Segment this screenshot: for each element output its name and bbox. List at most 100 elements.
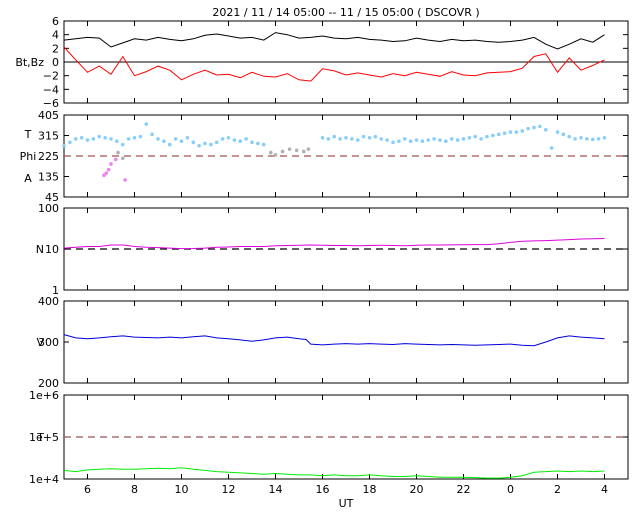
data-point-phi-angle-0 [414, 138, 419, 142]
y-tick-label-magnetic-field: 6 [52, 15, 59, 28]
data-point-phi-angle-0 [367, 135, 372, 140]
y-tick-label-magnetic-field: 0 [52, 56, 59, 69]
data-point-phi-angle-2 [306, 147, 311, 151]
data-point-phi-angle-2 [294, 148, 299, 153]
data-point-phi-angle-0 [555, 130, 560, 134]
data-point-phi-angle-0 [479, 137, 483, 141]
data-point-phi-angle-0 [397, 139, 401, 143]
data-point-phi-angle-0 [332, 134, 337, 139]
data-point-phi-angle-0 [244, 137, 248, 141]
data-point-phi-angle-0 [461, 137, 466, 141]
data-point-phi-angle-2 [116, 150, 120, 155]
data-point-phi-angle-0 [532, 125, 536, 130]
data-point-phi-angle-0 [473, 134, 478, 139]
data-point-phi-angle-0 [538, 124, 542, 129]
x-tick-label: 14 [269, 483, 283, 496]
data-point-phi-angle-0 [573, 137, 577, 141]
data-point-phi-angle-0 [408, 139, 413, 143]
y-axis-label-top: T [24, 128, 32, 141]
series-line-magnetic-field-1 [63, 46, 605, 82]
data-point-phi-angle-0 [320, 135, 325, 140]
data-point-phi-angle-0 [203, 141, 207, 146]
x-tick-label: 4 [601, 483, 608, 496]
data-point-phi-angle-0 [420, 139, 425, 143]
data-point-phi-angle-0 [79, 135, 84, 140]
data-point-phi-angle-0 [561, 132, 566, 137]
data-point-phi-angle-0 [444, 139, 448, 143]
data-point-phi-angle-0 [491, 133, 495, 138]
data-point-phi-angle-0 [579, 135, 583, 140]
y-tick-label-density: 100 [38, 202, 59, 215]
data-point-phi-angle-0 [432, 137, 436, 141]
data-point-phi-angle-1 [102, 173, 106, 178]
series-line-density-0 [63, 238, 605, 250]
data-point-phi-angle-0 [256, 141, 260, 146]
data-point-phi-angle-0 [379, 137, 384, 141]
data-point-phi-angle-0 [132, 135, 137, 140]
data-point-phi-angle-0 [103, 135, 107, 140]
data-point-phi-angle-0 [91, 137, 96, 141]
y-axis-label-speed: V [36, 336, 44, 349]
series-line-magnetic-field-0 [63, 32, 605, 50]
data-point-phi-angle-1 [106, 167, 111, 172]
panel-frame-speed [63, 300, 629, 384]
x-tick-label: 10 [175, 483, 189, 496]
x-tick-label: 6 [84, 483, 91, 496]
data-point-phi-angle-2 [120, 156, 125, 161]
y-tick-label-magnetic-field: 2 [52, 42, 59, 55]
y-tick-label-speed: 200 [38, 377, 59, 390]
data-point-phi-angle-0 [62, 143, 66, 148]
y-tick-label-phi-angle: 315 [38, 130, 59, 143]
data-point-phi-angle-0 [185, 135, 190, 140]
chart-title: 2021 / 11 / 14 05:00 -- 11 / 15 05:00 ( … [212, 6, 479, 19]
data-point-phi-angle-0 [209, 142, 213, 147]
data-point-phi-angle-0 [138, 134, 143, 139]
data-point-phi-angle-0 [162, 139, 166, 143]
y-tick-label-speed: 400 [38, 295, 59, 308]
data-point-phi-angle-0 [250, 140, 254, 145]
y-tick-label-magnetic-field: −2 [43, 70, 59, 83]
data-point-phi-angle-0 [526, 126, 530, 131]
y-axis-label-bottom: A [24, 172, 32, 185]
y-tick-label-density: 10 [45, 243, 59, 256]
x-tick-label: 8 [131, 483, 138, 496]
data-point-phi-angle-0 [514, 130, 519, 134]
data-point-phi-angle-0 [549, 146, 554, 150]
data-point-phi-angle-0 [191, 140, 196, 145]
x-tick-label: 16 [316, 483, 330, 496]
x-tick-label: 2 [554, 483, 561, 496]
data-point-phi-angle-0 [361, 134, 366, 139]
data-point-phi-angle-0 [156, 137, 160, 141]
x-axis-label: UT [339, 497, 354, 510]
data-point-phi-angle-2 [269, 150, 273, 155]
data-point-phi-angle-0 [508, 130, 513, 134]
data-point-phi-angle-0 [167, 142, 172, 147]
data-point-phi-angle-0 [402, 137, 407, 141]
data-point-phi-angle-0 [326, 137, 331, 141]
data-point-phi-angle-0 [373, 134, 378, 139]
y-tick-label-phi-angle: 405 [38, 109, 59, 122]
y-axis-label-mid: Phi [20, 150, 37, 163]
data-point-phi-angle-0 [585, 137, 589, 141]
data-point-phi-angle-1 [104, 171, 109, 175]
data-point-phi-angle-0 [385, 138, 389, 142]
data-point-phi-angle-0 [338, 137, 342, 141]
data-point-phi-angle-0 [73, 137, 78, 141]
data-point-phi-angle-0 [496, 132, 501, 137]
data-point-phi-angle-0 [590, 137, 595, 142]
x-tick-label: 22 [457, 483, 471, 496]
data-point-phi-angle-0 [426, 138, 431, 142]
data-point-phi-angle-2 [287, 147, 292, 151]
data-point-phi-angle-0 [238, 139, 243, 143]
data-point-phi-angle-0 [520, 129, 525, 133]
data-point-phi-angle-0 [226, 135, 231, 140]
data-point-phi-angle-0 [502, 131, 507, 136]
data-point-phi-angle-0 [150, 132, 154, 137]
data-point-phi-angle-0 [232, 138, 237, 142]
y-tick-label-density: 1 [52, 284, 59, 297]
data-point-phi-angle-0 [97, 134, 102, 139]
data-point-phi-angle-0 [120, 142, 125, 147]
data-point-phi-angle-2 [280, 149, 285, 154]
data-point-phi-angle-0 [438, 138, 442, 142]
data-point-phi-angle-0 [109, 137, 113, 141]
